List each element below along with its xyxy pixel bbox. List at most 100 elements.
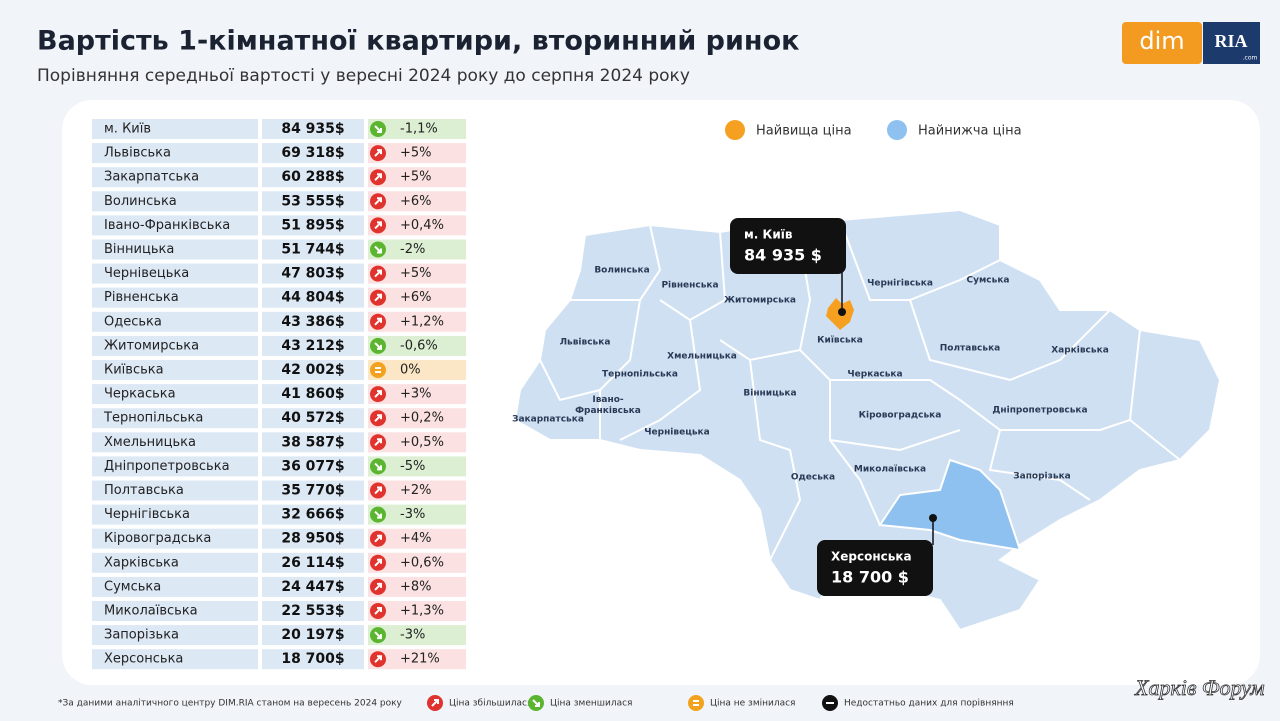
region-label: Дніпропетровська (992, 405, 1087, 416)
price-cell (262, 552, 364, 573)
logo-left-box (1122, 22, 1202, 64)
price-cell (262, 191, 364, 212)
table: м. Київ 84 935$ -1,1% Львівська 69 318$ +5% За… (92, 119, 466, 670)
region-name: м. Київ (104, 122, 151, 137)
kherson-region (878, 458, 1022, 552)
price-cell (262, 576, 364, 597)
change-cell (368, 215, 466, 236)
change: +5% (400, 146, 432, 161)
region-label: Вінницька (743, 388, 796, 399)
price-cell (262, 239, 364, 260)
region-name: Івано-Франківська (104, 218, 230, 233)
trend-arrow (374, 582, 382, 591)
trend-arrow (374, 558, 382, 567)
change-cell (368, 625, 466, 646)
region-name: Запорізька (104, 628, 179, 643)
trend-arrow (374, 631, 382, 640)
region-cell (92, 625, 258, 646)
price: 51 895$ (281, 217, 344, 233)
region-cell (92, 167, 258, 188)
trend-arrow (374, 125, 382, 133)
change: -0,6% (400, 338, 438, 353)
legend-label: Найвища ціна (756, 124, 852, 139)
trend-arrow (374, 534, 382, 543)
change: +2% (400, 483, 432, 498)
trend-arrow (375, 367, 381, 373)
region-label: Рівненська (661, 280, 718, 291)
region-name: Київська (104, 363, 164, 378)
change-cell (368, 239, 466, 260)
region-cell (92, 119, 258, 139)
price: 18 700$ (281, 651, 344, 667)
change: +0,4% (400, 218, 444, 233)
region-label: Чернігівська (867, 278, 933, 289)
change-cell (368, 408, 466, 429)
change: +0,6% (400, 555, 444, 570)
trend-arrow (374, 197, 382, 206)
region-name: Львівська (104, 146, 171, 161)
price-cell (262, 287, 364, 308)
region-name: Миколаївська (104, 604, 198, 619)
region-cell (92, 143, 258, 164)
trend-arrow (431, 699, 439, 707)
change-cell (368, 119, 466, 139)
trend-arrow (374, 462, 382, 471)
legend-label: Найнижча ціна (918, 124, 1022, 139)
region-name: Волинська (104, 194, 177, 209)
price: 60 288$ (281, 169, 344, 185)
footer-legend-label: Ціна не змінилася (710, 699, 795, 709)
watermark: Харків Форум (1134, 675, 1265, 700)
callout-value: 18 700 $ (831, 568, 909, 587)
price: 28 950$ (281, 531, 344, 547)
price: 26 114$ (281, 555, 344, 571)
region-cell (92, 263, 258, 284)
region-cell (92, 480, 258, 501)
callout-label: Херсонська (831, 550, 912, 564)
price-cell (262, 384, 364, 405)
region-name: Дніпропетровська (104, 459, 230, 474)
legend-dot (725, 120, 745, 140)
region-cell (92, 601, 258, 621)
price: 51 744$ (281, 242, 344, 258)
region-label: Закарпатська (512, 415, 584, 425)
region-cell (92, 360, 258, 380)
price-cell (262, 360, 364, 380)
region-label: Кіровоградська (859, 410, 942, 421)
logo-dim: dim (1139, 27, 1184, 55)
price: 53 555$ (281, 193, 344, 209)
change: +0,2% (400, 411, 444, 426)
trend-arrow (374, 510, 382, 519)
change: +5% (400, 170, 432, 185)
callout-dot (838, 308, 846, 316)
price-cell (262, 649, 364, 670)
change-cell (368, 504, 466, 525)
country-outline (513, 208, 1222, 632)
region-name: Тернопільська (103, 411, 203, 426)
price: 36 077$ (281, 458, 344, 474)
region-cell (92, 311, 258, 332)
region-cell (92, 384, 258, 405)
price: 35 770$ (281, 483, 344, 499)
price: 20 197$ (281, 627, 344, 643)
region-name: Кіровоградська (104, 531, 211, 546)
price-cell (262, 528, 364, 549)
region-label: Чернівецька (644, 427, 709, 438)
trend-arrow (374, 438, 382, 447)
logo: dim RIA .com (1122, 22, 1260, 64)
change-cell (368, 480, 466, 501)
callout-label: м. Київ (744, 228, 793, 242)
region-name: Закарпатська (104, 170, 199, 185)
price-cell (262, 311, 364, 332)
logo-right-box (1203, 22, 1260, 64)
change-cell (368, 576, 466, 597)
region-cell (92, 239, 258, 260)
change-cell (368, 191, 466, 212)
trend-icon (370, 362, 386, 378)
region-name: Хмельницька (104, 435, 196, 450)
trend-icon (688, 695, 704, 711)
region-label: Волинська (594, 266, 649, 276)
price-cell (262, 263, 364, 284)
region-label: Хмельницька (667, 352, 737, 362)
price-cell (262, 601, 364, 621)
change: 0% (400, 363, 421, 378)
